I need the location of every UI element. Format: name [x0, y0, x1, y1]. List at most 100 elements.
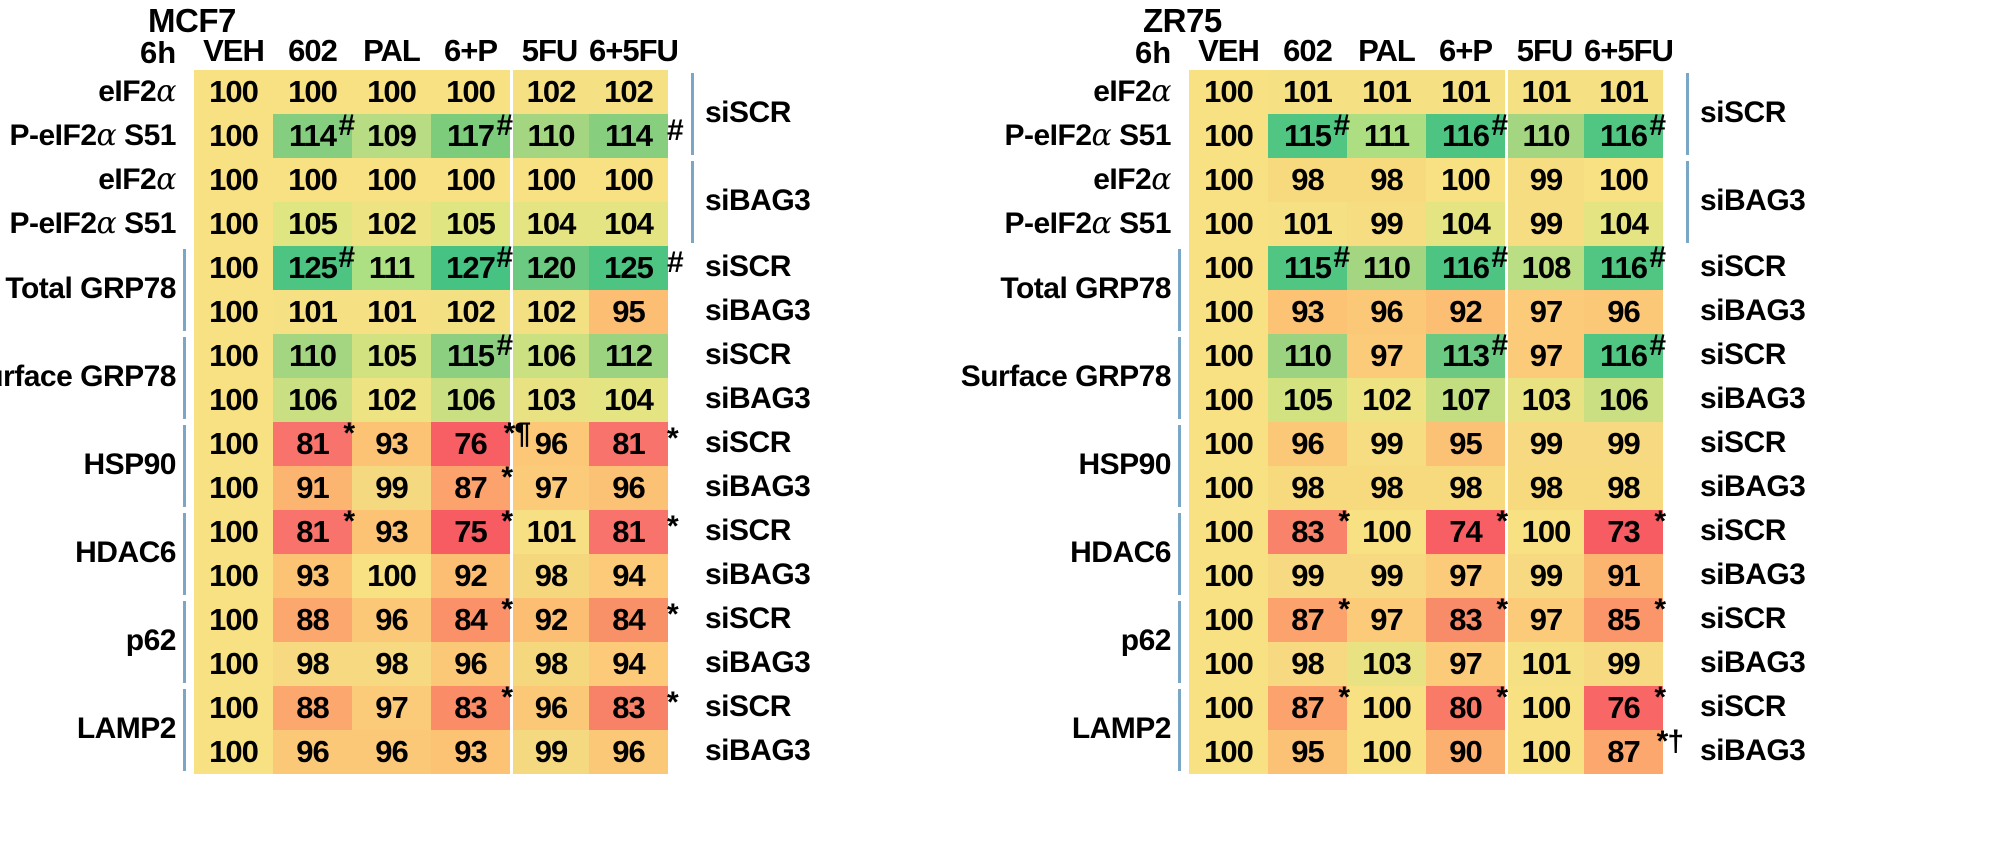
- cell-value: 96: [1370, 294, 1403, 329]
- heatmap-cell: 100: [1189, 554, 1268, 598]
- row-label: Surface GRP78: [960, 360, 1172, 393]
- cell-value: 99: [1529, 162, 1563, 197]
- cell-value: 95: [612, 294, 645, 329]
- cell-value: 100: [209, 514, 259, 549]
- outer-significance-marker: *: [667, 686, 679, 719]
- heatmap-cell: 101: [1505, 70, 1584, 114]
- cell-value: 73: [1607, 514, 1640, 549]
- cell-value: 120: [526, 250, 577, 285]
- significance-marker: *: [1654, 505, 1666, 538]
- sirna-label: siSCR: [705, 338, 791, 371]
- heatmap-cell: 102: [1347, 378, 1426, 422]
- heatmap-cell: 81 *: [273, 419, 355, 466]
- row-group-bracket: [1178, 601, 1181, 683]
- heatmap-cell: 112: [589, 334, 668, 378]
- heatmap-cell: 96: [352, 598, 431, 642]
- cell-value: 101: [1362, 74, 1412, 109]
- heatmap-row: 100 88 97 83 * 96 83: [194, 681, 668, 730]
- heatmap-row: 100 96 99 95 99 99: [1189, 422, 1663, 466]
- heatmap-cell: 100: [194, 598, 273, 642]
- cell-value: 95: [1291, 734, 1324, 769]
- heatmap-cell: 98: [1268, 642, 1347, 686]
- cell-value: 99: [534, 734, 568, 769]
- cell-value: 100: [1362, 690, 1412, 725]
- cell-value: 98: [534, 646, 568, 681]
- significance-marker: *: [501, 593, 513, 626]
- row-label: eIF2α: [98, 162, 176, 197]
- heatmap-cell: 73 *: [1584, 505, 1666, 554]
- heatmap-cell: 115 #: [431, 329, 513, 378]
- panel-title-mcf7: MCF7: [148, 2, 236, 39]
- heatmap-cell: 101: [510, 510, 589, 554]
- heatmap-cell: 74 *: [1426, 507, 1508, 554]
- heatmap-cell: 85 *: [1584, 595, 1666, 642]
- heatmap-cell: 93: [352, 422, 431, 466]
- heatmap-cell: 98: [1584, 466, 1663, 510]
- sirna-label: siSCR: [1700, 514, 1786, 547]
- cell-value: 87: [1607, 734, 1640, 769]
- cell-value: 87: [1291, 602, 1324, 637]
- cell-value: 98: [1370, 162, 1403, 197]
- cell-value: 101: [288, 294, 338, 329]
- column-header-6plus5fu: 6+5FU: [1584, 33, 1674, 68]
- significance-marker: *: [501, 461, 513, 494]
- cell-value: 114: [288, 118, 337, 153]
- sirna-label: siSCR: [1700, 426, 1786, 459]
- heatmap-cell: 105: [352, 334, 431, 378]
- heatmap-cell: 75 *: [431, 505, 513, 554]
- heatmap-row: 100 105 102 107 103 106: [1189, 378, 1663, 422]
- heatmap-cell: 99: [1505, 158, 1584, 202]
- cell-value: 91: [296, 470, 329, 505]
- column-headers-zr75: VEH 602 PAL 6+P 5FU 6+5FU: [1189, 33, 1674, 69]
- cell-value: 100: [209, 646, 259, 681]
- heatmap-cell: 98: [1426, 466, 1505, 510]
- cell-value: 100: [209, 118, 259, 153]
- cell-value: 93: [375, 514, 408, 549]
- cell-value: 83: [612, 690, 645, 725]
- heatmap-row: 100 105 102 105 104 104: [194, 202, 668, 246]
- cell-value: 100: [1599, 162, 1649, 197]
- row-label: eIF2α: [98, 74, 176, 109]
- outer-significance-marker: #: [667, 114, 684, 147]
- cell-value: 100: [288, 74, 338, 109]
- cell-value: 101: [367, 294, 417, 329]
- heatmap-cell: 101: [1584, 70, 1663, 114]
- heatmap-cell: 97: [510, 466, 589, 510]
- cell-value: 103: [526, 382, 577, 417]
- cell-value: 98: [1291, 646, 1324, 681]
- heatmap-cell: 110: [1268, 334, 1347, 378]
- heatmap-cell: 100: [194, 334, 273, 378]
- heatmap-cell: 81 *: [273, 507, 355, 554]
- cell-value: 93: [375, 426, 408, 461]
- heatmap-row: 100 98 103 97 101 99: [1189, 642, 1663, 686]
- significance-marker: *: [501, 681, 513, 714]
- outer-significance-marker: #: [667, 246, 684, 279]
- cell-value: 95: [1449, 426, 1482, 461]
- cell-value: 84: [454, 602, 487, 637]
- cell-value: 105: [1283, 382, 1333, 417]
- cell-value: 101: [1283, 206, 1333, 241]
- cell-value: 100: [1204, 162, 1254, 197]
- sirna-label: siSCR: [1700, 338, 1786, 371]
- heatmap-cell: 88: [273, 686, 352, 730]
- sirna-group-bracket: [1686, 73, 1689, 155]
- row-group-bracket: [1178, 689, 1181, 771]
- significance-marker: #: [496, 329, 513, 362]
- significance-marker: *: [501, 505, 513, 538]
- heatmap-cell: 99: [1347, 202, 1426, 246]
- heatmap-grid-zr75: 100 101 101 101 101 101 100 115 #111 116 #110 116 #1…: [1189, 70, 1684, 774]
- significance-marker: *: [1338, 593, 1350, 626]
- heatmap-row: 100 115 #111 116 #110 116 #: [1189, 111, 1666, 158]
- row-label: P-eIF2α S51: [1004, 118, 1171, 153]
- heatmap-row: 100 125 #111 127 #120 125: [194, 243, 668, 290]
- heatmap-row: 100 100 100 100 100 100: [194, 158, 668, 202]
- heatmap-row: 100 98 98 98 98 98: [1189, 466, 1663, 510]
- sirna-label: siSCR: [705, 690, 791, 723]
- row-label: Total GRP78: [5, 272, 176, 305]
- heatmap-cell: 101: [1505, 642, 1584, 686]
- cell-value: 105: [367, 338, 417, 373]
- heatmap-cell: 96: [1347, 290, 1426, 334]
- cell-value: 100: [1204, 734, 1254, 769]
- significance-marker: #: [338, 109, 355, 142]
- heatmap-cell: 100: [194, 466, 273, 510]
